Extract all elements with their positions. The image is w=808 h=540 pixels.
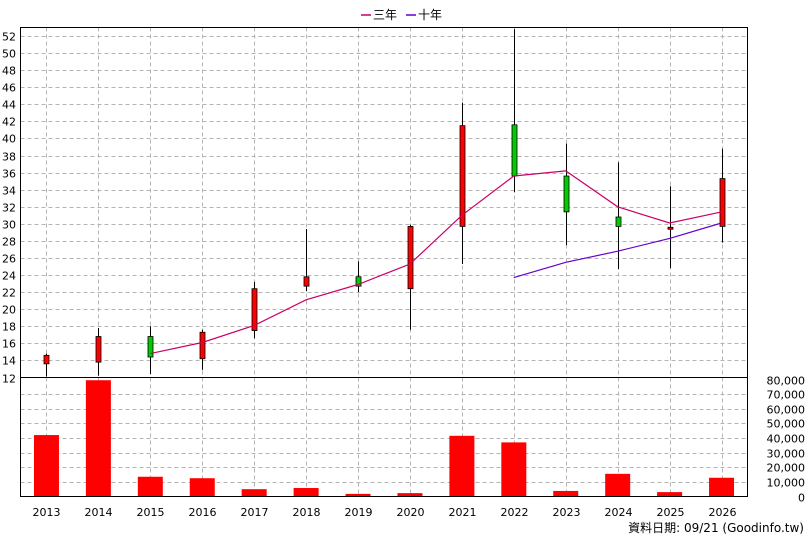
volume-tick-label: 60,000 bbox=[767, 404, 806, 417]
price-tick-label: 16 bbox=[2, 338, 16, 351]
candle-body bbox=[511, 124, 518, 177]
volume-tick-label: 20,000 bbox=[767, 462, 806, 475]
price-tick-label: 42 bbox=[2, 116, 16, 129]
candle-body bbox=[719, 178, 726, 227]
legend-label-three-year: 三年 bbox=[373, 8, 397, 22]
candles bbox=[43, 29, 726, 377]
price-panel-frame bbox=[20, 27, 748, 378]
price-tick-label: 32 bbox=[2, 202, 16, 215]
volume-tick-label: 50,000 bbox=[767, 418, 806, 431]
candle-body bbox=[199, 331, 206, 360]
ma-lines bbox=[150, 170, 722, 355]
volume-bar bbox=[397, 493, 423, 497]
price-tick-label: 26 bbox=[2, 253, 16, 266]
year-tick-label: 2026 bbox=[709, 506, 737, 519]
price-tick-label: 48 bbox=[2, 65, 16, 78]
year-tick-label: 2018 bbox=[293, 506, 321, 519]
candle-body bbox=[251, 288, 258, 331]
year-tick-label: 2013 bbox=[33, 506, 61, 519]
candle-body bbox=[667, 226, 674, 230]
candle-body bbox=[355, 276, 362, 287]
candle-body bbox=[95, 336, 102, 363]
volume-bar bbox=[137, 476, 163, 497]
price-tick-label: 38 bbox=[2, 151, 16, 164]
volume-bars bbox=[33, 380, 735, 497]
volume-bar bbox=[293, 488, 319, 497]
volume-bar bbox=[241, 489, 267, 497]
volume-bar bbox=[605, 473, 631, 497]
price-tick-label: 44 bbox=[2, 99, 16, 112]
volume-panel-frame bbox=[20, 377, 748, 497]
price-tick-label: 18 bbox=[2, 321, 16, 334]
price-tick-label: 36 bbox=[2, 168, 16, 181]
price-tick-label: 12 bbox=[2, 373, 16, 386]
volume-bar bbox=[33, 435, 59, 497]
price-tick-label: 14 bbox=[2, 355, 16, 368]
year-tick-label: 2015 bbox=[137, 506, 165, 519]
axes: 1214161820222426283032343638404244464850… bbox=[2, 31, 805, 520]
price-tick-label: 28 bbox=[2, 236, 16, 249]
volume-bar bbox=[553, 490, 579, 497]
price-tick-label: 50 bbox=[2, 48, 16, 61]
candle-body bbox=[459, 125, 466, 227]
year-tick-label: 2025 bbox=[657, 506, 685, 519]
volume-bar bbox=[657, 492, 683, 497]
price-tick-label: 22 bbox=[2, 287, 16, 300]
volume-bar bbox=[449, 435, 475, 497]
ten-year-line bbox=[513, 222, 722, 279]
candle-body bbox=[147, 336, 154, 358]
volume-bar bbox=[709, 477, 735, 497]
price-tick-label: 46 bbox=[2, 82, 16, 95]
volume-tick-label: 10,000 bbox=[767, 477, 806, 490]
price-tick-label: 40 bbox=[2, 133, 16, 146]
candle-body bbox=[407, 226, 414, 290]
volume-tick-label: 0 bbox=[798, 492, 805, 505]
year-tick-label: 2014 bbox=[85, 506, 113, 519]
volume-bar bbox=[189, 478, 215, 497]
year-tick-label: 2019 bbox=[345, 506, 373, 519]
candle-body bbox=[303, 276, 310, 287]
volume-bar bbox=[501, 442, 527, 497]
year-tick-label: 2021 bbox=[449, 506, 477, 519]
volume-tick-label: 40,000 bbox=[767, 433, 806, 446]
candle-body bbox=[563, 175, 570, 213]
grid bbox=[20, 27, 748, 497]
year-tick-label: 2023 bbox=[553, 506, 581, 519]
year-tick-label: 2020 bbox=[397, 506, 425, 519]
price-tick-label: 24 bbox=[2, 270, 16, 283]
year-tick-label: 2022 bbox=[501, 506, 529, 519]
year-tick-label: 2016 bbox=[189, 506, 217, 519]
candle-body bbox=[615, 216, 622, 227]
price-tick-label: 20 bbox=[2, 304, 16, 317]
legend-label-ten-year: 十年 bbox=[418, 8, 442, 22]
volume-tick-label: 30,000 bbox=[767, 448, 806, 461]
candle-body bbox=[43, 354, 50, 365]
three-year-line bbox=[150, 170, 722, 355]
legend: 三年 十年 bbox=[361, 8, 442, 22]
year-tick-label: 2024 bbox=[605, 506, 633, 519]
price-tick-label: 52 bbox=[2, 31, 16, 44]
volume-bar bbox=[345, 493, 371, 497]
price-tick-label: 30 bbox=[2, 219, 16, 232]
volume-tick-label: 70,000 bbox=[767, 389, 806, 402]
volume-bar bbox=[85, 380, 111, 497]
volume-tick-label: 80,000 bbox=[767, 375, 806, 388]
source-label: 資料日期: 09/21 (Goodinfo.tw) bbox=[628, 521, 804, 535]
price-tick-label: 34 bbox=[2, 185, 16, 198]
year-tick-label: 2017 bbox=[241, 506, 269, 519]
